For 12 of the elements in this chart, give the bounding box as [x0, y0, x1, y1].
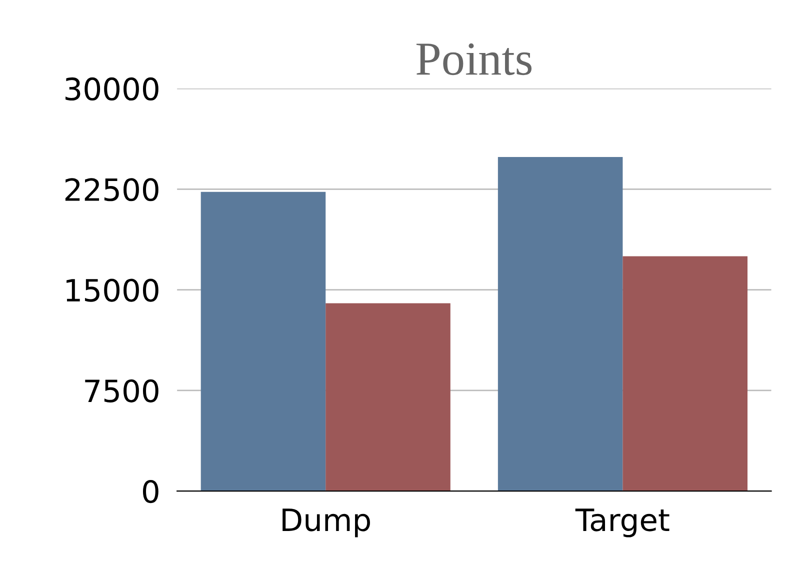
- y-tick-label: 15000: [66, 278, 158, 302]
- bar: [498, 156, 623, 492]
- x-tick-label: Dump: [282, 508, 370, 538]
- x-tick-label: Target: [575, 508, 670, 538]
- bar: [326, 303, 450, 492]
- y-tick-label: 7500: [85, 379, 158, 402]
- bar: [200, 192, 326, 492]
- bar: [622, 256, 748, 492]
- y-tick-label: 30000: [66, 77, 158, 101]
- y-tick-label: 22500: [65, 178, 158, 202]
- chart-title: Points: [416, 43, 532, 76]
- y-tick-label: 0: [142, 480, 158, 504]
